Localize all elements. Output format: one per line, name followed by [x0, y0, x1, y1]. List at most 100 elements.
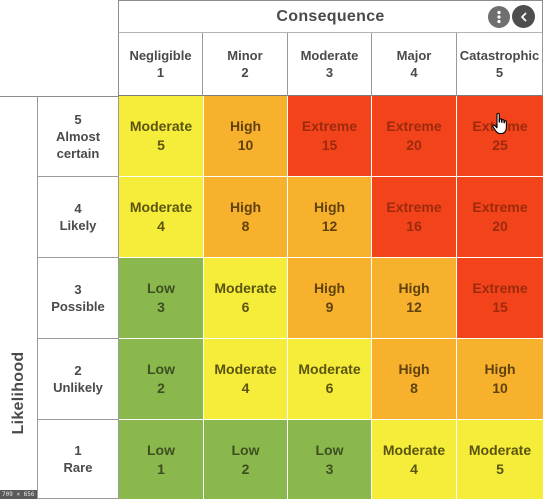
risk-cell: Extreme 20 — [457, 177, 543, 258]
risk-cell: High 8 — [204, 177, 288, 258]
risk-cell: Extreme 16 — [372, 177, 457, 258]
risk-level: High — [398, 280, 430, 296]
risk-score: 15 — [492, 299, 508, 315]
risk-level: Low — [147, 280, 175, 296]
risk-score: 3 — [157, 299, 165, 315]
risk-score: 20 — [406, 137, 422, 153]
risk-level: Low — [315, 441, 344, 458]
risk-cell: Moderate 4 — [372, 420, 457, 499]
row-name: Possible — [51, 299, 105, 314]
risk-cell: High 9 — [288, 258, 372, 339]
column-value: 3 — [325, 65, 334, 80]
consequence-title: Consequence — [276, 7, 385, 25]
likelihood-axis: Likelihood — [0, 96, 38, 499]
hand-pointer-icon — [492, 112, 507, 135]
risk-cell: Low 2 — [204, 420, 288, 499]
column-value: 2 — [241, 65, 249, 80]
risk-cell: Extreme 20 — [372, 96, 457, 177]
risk-level: Moderate — [129, 118, 193, 134]
column-name: Moderate — [300, 48, 359, 63]
risk-score: 2 — [241, 460, 250, 477]
risk-level: Moderate — [298, 361, 361, 377]
risk-cell: High 10 — [204, 96, 288, 177]
risk-level: Extreme — [472, 199, 528, 215]
row-header-almost-certain: 5 Almost certain — [38, 96, 119, 177]
risk-score: 6 — [325, 380, 334, 396]
risk-score: 4 — [410, 460, 418, 477]
risk-score: 1 — [157, 460, 165, 477]
row-value: 4 — [74, 201, 82, 216]
risk-level: Extreme — [386, 118, 442, 134]
risk-cell: Extreme 15 — [457, 258, 543, 339]
row-name: Rare — [63, 460, 93, 475]
risk-score: 20 — [492, 218, 508, 234]
risk-score: 3 — [325, 460, 334, 477]
column-name: Minor — [227, 48, 263, 63]
risk-level: Low — [147, 441, 175, 458]
risk-cell: High 10 — [457, 339, 543, 420]
risk-cell: Low 3 — [288, 420, 372, 499]
risk-cell: Moderate 6 — [288, 339, 372, 420]
risk-score: 2 — [157, 380, 165, 396]
risk-level: High — [484, 361, 516, 377]
risk-score: 16 — [406, 218, 422, 234]
risk-level: Moderate — [214, 361, 277, 377]
risk-level: Low — [231, 441, 260, 458]
risk-level: Extreme — [301, 118, 358, 134]
row-value: 3 — [74, 282, 82, 297]
row-name-continued: certain — [56, 146, 100, 161]
row-name: Likely — [59, 218, 97, 233]
risk-score: 5 — [496, 460, 504, 477]
risk-cell: Low 3 — [119, 258, 204, 339]
risk-level: Moderate — [382, 441, 446, 458]
risk-cell: Moderate 6 — [204, 258, 288, 339]
risk-score: 4 — [157, 218, 165, 234]
column-name: Catastrophic — [459, 48, 540, 63]
risk-score: 8 — [241, 218, 250, 234]
image-size-badge: 709 × 656 — [0, 490, 37, 499]
risk-cell: High 12 — [372, 258, 457, 339]
risk-score: 9 — [325, 299, 334, 315]
risk-cell: Low 2 — [119, 339, 204, 420]
row-value: 2 — [74, 363, 82, 378]
consequence-header: Consequence — [118, 0, 543, 33]
risk-score: 10 — [237, 137, 254, 153]
risk-level: High — [229, 118, 262, 134]
risk-score: 25 — [492, 137, 508, 153]
more-vertical-icon — [497, 10, 501, 24]
collapse-button[interactable] — [512, 5, 535, 28]
risk-cell: Moderate 5 — [457, 420, 543, 499]
risk-level: High — [229, 199, 262, 215]
risk-level: High — [313, 280, 346, 296]
risk-cell: Extreme 15 — [288, 96, 372, 177]
risk-level: Moderate — [214, 280, 277, 296]
column-name: Major — [396, 48, 432, 63]
more-options-button[interactable] — [488, 6, 510, 28]
row-header-unlikely: 2 Unlikely — [38, 339, 119, 420]
column-value: 5 — [495, 65, 504, 80]
risk-cell: Moderate 4 — [204, 339, 288, 420]
risk-cell: High 8 — [372, 339, 457, 420]
row-name: Unlikely — [53, 380, 103, 395]
column-header-catastrophic: Catastrophic 5 — [457, 33, 543, 96]
risk-level: High — [398, 361, 430, 377]
row-header-likely: 4 Likely — [38, 177, 119, 258]
column-value: 4 — [410, 65, 418, 80]
column-header-major: Major 4 — [372, 33, 457, 96]
row-header-possible: 3 Possible — [38, 258, 119, 339]
column-header-moderate: Moderate 3 — [288, 33, 372, 96]
risk-cell: Moderate 4 — [119, 177, 204, 258]
risk-cell: High 12 — [288, 177, 372, 258]
row-name: Almost — [55, 129, 101, 144]
row-header-rare: 1 Rare — [38, 420, 119, 499]
risk-level: Extreme — [472, 280, 528, 296]
risk-score: 12 — [321, 218, 338, 234]
risk-cell: Extreme 25 — [457, 96, 543, 177]
risk-score: 8 — [410, 380, 418, 396]
row-value: 5 — [74, 112, 82, 127]
risk-level: Moderate — [468, 441, 532, 458]
risk-score: 5 — [157, 137, 165, 153]
likelihood-title: Likelihood — [10, 351, 27, 435]
risk-level: Low — [147, 361, 175, 377]
risk-score: 12 — [406, 299, 422, 315]
